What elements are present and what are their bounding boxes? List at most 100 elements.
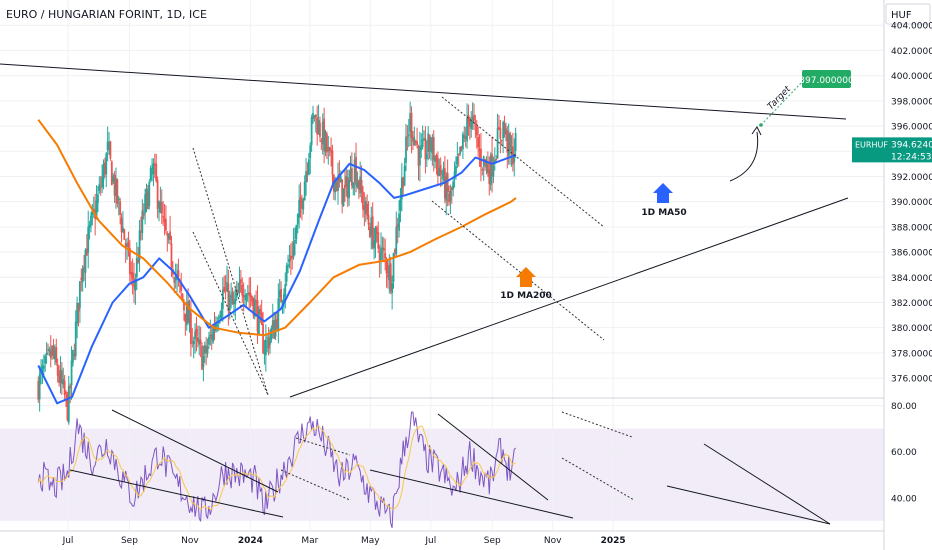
- rsi-trendline: [561, 411, 633, 438]
- candle-body: [188, 310, 191, 326]
- candle-body: [123, 228, 126, 240]
- candle-body: [88, 224, 91, 228]
- candle-body: [83, 266, 85, 270]
- candle-body: [108, 144, 110, 146]
- candle-body: [267, 338, 270, 349]
- candle-body: [281, 300, 284, 306]
- candle-body: [116, 179, 119, 204]
- candle-body: [502, 122, 505, 139]
- candle-body: [209, 334, 212, 337]
- candle-body: [187, 301, 190, 324]
- candle-body: [167, 234, 170, 240]
- candle-body: [302, 198, 305, 210]
- candle-body: [60, 370, 63, 384]
- candle-body: [190, 312, 192, 345]
- candle-body: [199, 339, 202, 344]
- candle-body: [432, 137, 435, 161]
- candle-body: [170, 243, 173, 268]
- candle-body: [423, 138, 425, 141]
- candle-body: [396, 224, 399, 228]
- candle-body: [337, 175, 339, 191]
- candle-body: [62, 379, 65, 385]
- candle-body: [346, 177, 349, 199]
- candle-body: [81, 268, 84, 283]
- candle-body: [466, 118, 468, 142]
- candle-body: [316, 117, 319, 135]
- candle-body: [421, 139, 424, 148]
- candle-body: [97, 194, 99, 204]
- candle-body: [54, 350, 56, 360]
- candle-body: [196, 337, 199, 343]
- candle-body: [223, 286, 226, 292]
- candle-body: [292, 242, 295, 257]
- candle-body: [464, 136, 467, 139]
- candle-body: [249, 293, 252, 298]
- candle-body: [151, 171, 153, 173]
- candle-body: [92, 208, 95, 211]
- time-tick-label: Nov: [181, 536, 199, 546]
- candle-body: [280, 288, 283, 303]
- target-price-box: [802, 70, 851, 88]
- candle-body: [244, 298, 246, 300]
- candle-body: [216, 324, 219, 327]
- candle-body: [130, 272, 133, 276]
- candle-body: [382, 247, 385, 251]
- channel-line-1a: [192, 147, 269, 396]
- rsi-trendline: [280, 469, 351, 501]
- price-tick-label: 390.000000: [891, 198, 932, 208]
- candle-body: [270, 328, 273, 340]
- price-tick-label: 376.000000: [891, 375, 932, 385]
- candle-body: [445, 176, 448, 201]
- candle-body: [418, 147, 421, 166]
- candle-body: [51, 345, 54, 356]
- candle-body: [317, 120, 320, 134]
- candle-body: [513, 153, 516, 163]
- candle-body: [486, 163, 489, 174]
- candle-body: [495, 159, 498, 161]
- candle-body: [103, 162, 106, 174]
- last-price-label: 394.624000: [891, 140, 932, 150]
- price-tick-label: 396.000000: [891, 123, 932, 133]
- candle-body: [428, 134, 431, 151]
- candle-body: [158, 210, 160, 212]
- candle-body: [251, 296, 253, 302]
- candle-body: [255, 300, 258, 303]
- candle-body: [450, 187, 453, 191]
- candle-body: [381, 247, 384, 249]
- candle-body: [235, 290, 238, 298]
- candle-body: [271, 320, 274, 330]
- candle-body: [326, 133, 328, 153]
- candle-body: [135, 257, 138, 278]
- candle-body: [176, 273, 178, 277]
- candle-body: [366, 203, 369, 216]
- candle-body: [191, 341, 194, 343]
- candle-body: [371, 216, 374, 248]
- candle-body: [287, 264, 289, 267]
- candle-body: [228, 294, 231, 311]
- time-tick-label: 2024: [238, 536, 263, 546]
- candle-body: [160, 202, 163, 214]
- candle-body: [73, 353, 76, 357]
- candle-body: [467, 115, 470, 122]
- candle-body: [352, 182, 355, 189]
- candle-body: [441, 177, 443, 179]
- candle-body: [124, 242, 127, 248]
- candle-body: [363, 205, 366, 211]
- time-tick-label: 2025: [601, 536, 626, 546]
- candle-body: [98, 184, 101, 191]
- candle-body: [402, 177, 405, 188]
- candle-body: [48, 348, 51, 352]
- candle-body: [437, 158, 439, 176]
- candle-body: [69, 385, 72, 389]
- candle-body: [342, 188, 345, 207]
- rsi-trendline: [703, 443, 831, 525]
- candle-body: [159, 201, 162, 213]
- candle-body: [364, 200, 367, 214]
- rsi-ma-line: [37, 425, 516, 511]
- candle-body: [181, 294, 184, 302]
- candle-body: [461, 134, 464, 150]
- candle-body: [180, 281, 183, 292]
- candle-body: [276, 318, 278, 328]
- candle-body: [195, 328, 198, 336]
